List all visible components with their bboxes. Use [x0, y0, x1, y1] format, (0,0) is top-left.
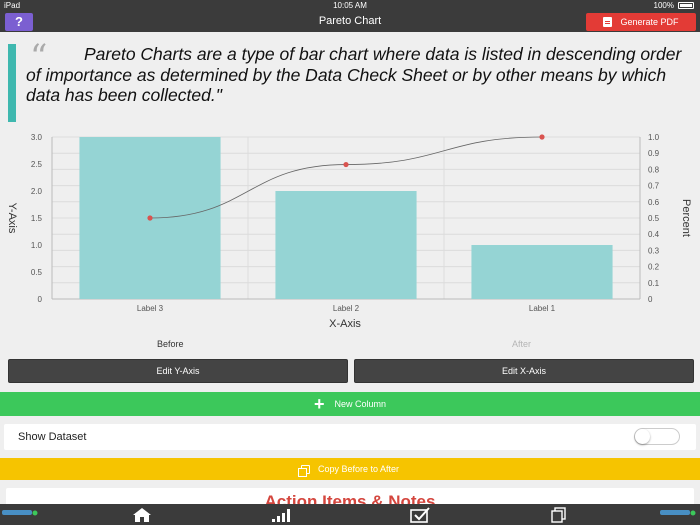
carrier-label: iPad	[4, 1, 21, 10]
home-icon[interactable]	[131, 507, 153, 523]
generate-pdf-button[interactable]: Generate PDF	[586, 13, 696, 31]
y2-tick-label: 0.7	[648, 182, 660, 191]
edit-y-axis-button[interactable]: Edit Y-Axis	[8, 359, 348, 383]
copy-icon[interactable]	[548, 507, 570, 523]
y2-tick-label: 0.1	[648, 279, 660, 288]
y2-tick-label: 0.9	[648, 149, 660, 158]
bar	[275, 191, 417, 299]
pdf-document-icon	[603, 17, 613, 27]
x-tick-label: Label 1	[529, 304, 556, 313]
help-button[interactable]: ?	[5, 13, 33, 31]
show-dataset-row: Show Dataset	[4, 424, 696, 450]
bar	[471, 245, 613, 299]
y-tick-label: 0	[38, 295, 43, 304]
pareto-chart: 0 0.5 1.0 1.5 2.0 2.5 3.0 0 0.1 0.2 0.3 0.4 0.5 0.6 0.…	[0, 128, 700, 338]
y-tick-label: 3.0	[31, 133, 43, 142]
quote-mark-icon: “	[30, 37, 48, 77]
before-after-tabs: Before After	[0, 338, 700, 352]
status-right: 100%	[654, 1, 694, 10]
y-tick-label: 2.0	[31, 187, 43, 196]
y-tick-label: 1.5	[31, 214, 43, 223]
battery-percent: 100%	[653, 1, 674, 10]
y2-tick-label: 0.6	[648, 198, 660, 207]
page-title: Pareto Chart	[318, 15, 382, 27]
chart-svg: 0 0.5 1.0 1.5 2.0 2.5 3.0 0 0.1 0.2 0.3 0.4 0.5 0.6 0.…	[6, 133, 692, 330]
battery-icon	[678, 2, 694, 9]
y2-tick-label: 1.0	[648, 133, 660, 142]
quote-accent-bar	[8, 44, 16, 122]
copy-before-to-after-label: Copy Before to After	[317, 464, 400, 474]
cumulative-point	[343, 161, 349, 168]
x-tick-label: Label 3	[137, 304, 164, 313]
y2-axis-title: Percent	[680, 199, 692, 237]
new-column-label: New Column	[334, 399, 387, 409]
copy-icon	[297, 464, 310, 477]
brand-logo-right	[660, 508, 696, 520]
new-column-button[interactable]: + New Column	[0, 392, 700, 416]
edit-x-axis-button[interactable]: Edit X-Axis	[354, 359, 694, 383]
y2-tick-label: 0.5	[648, 214, 660, 223]
brand-logo-left	[2, 508, 38, 520]
status-time: 10:05 AM	[333, 1, 367, 10]
chart-icon[interactable]	[270, 507, 292, 523]
y2-tick-label: 0.2	[648, 263, 660, 272]
x-axis-title: X-Axis	[329, 318, 361, 330]
y-tick-label: 0.5	[31, 268, 43, 277]
checklist-icon[interactable]	[409, 507, 431, 523]
y2-tick-label: 0.3	[648, 246, 660, 255]
copy-before-to-after-button[interactable]: Copy Before to After	[0, 458, 700, 480]
before-tab[interactable]: Before	[157, 339, 184, 349]
after-tab[interactable]: After	[512, 339, 532, 349]
navigation-bar: ? Pareto Chart Generate PDF	[0, 12, 700, 32]
show-dataset-toggle[interactable]	[634, 428, 680, 445]
cumulative-point	[147, 215, 153, 221]
toggle-knob	[635, 429, 650, 444]
y-axis-title: Y-Axis	[6, 203, 18, 234]
tab-bar	[0, 504, 700, 525]
description-quote: Pareto Charts are a type of bar chart wh…	[26, 44, 682, 105]
status-bar: iPad 10:05 AM 100%	[0, 0, 700, 12]
show-dataset-label: Show Dataset	[18, 431, 87, 443]
generate-pdf-label: Generate PDF	[620, 17, 679, 27]
plus-icon: +	[313, 394, 325, 414]
y-tick-label: 1.0	[31, 241, 43, 250]
y2-tick-label: 0.8	[648, 165, 660, 174]
x-tick-label: Label 2	[333, 304, 360, 313]
cumulative-point	[539, 134, 545, 140]
y-tick-label: 2.5	[31, 160, 43, 169]
y2-tick-label: 0.4	[648, 230, 660, 239]
y2-tick-label: 0	[648, 295, 653, 304]
